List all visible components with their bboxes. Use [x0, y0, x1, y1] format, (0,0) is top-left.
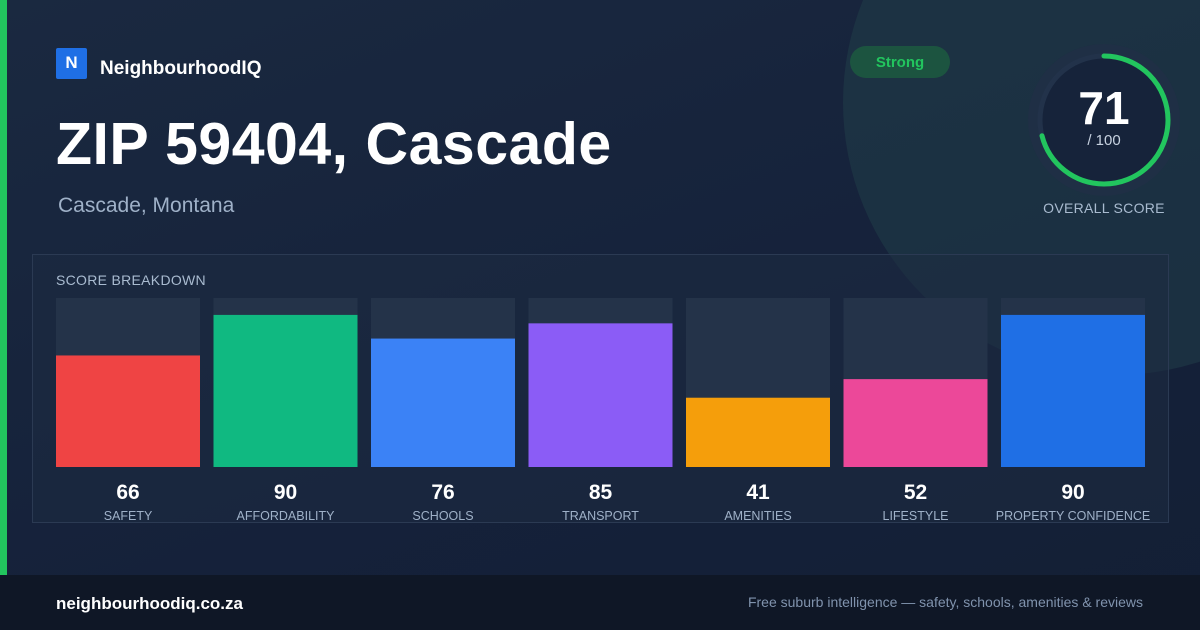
footer-domain-link[interactable]: neighbourhoodiq.co.za	[56, 594, 243, 613]
location-subtitle: Cascade, Montana	[58, 194, 235, 217]
overall-score-value: 71	[1078, 82, 1130, 134]
overall-score-label: OVERALL SCORE	[1043, 200, 1165, 216]
overall-score-denominator: / 100	[1087, 132, 1121, 149]
footer	[0, 575, 1200, 630]
brand: N NeighbourhoodIQ	[56, 46, 261, 80]
breakdown-title: SCORE BREAKDOWN	[56, 272, 206, 288]
page-title: ZIP 59404, Cascade	[56, 111, 612, 177]
score-breakdown-panel	[32, 254, 1169, 523]
brand-logo-icon: N	[56, 47, 87, 79]
rating-badge: Strong	[850, 46, 950, 78]
score-ring-progress	[1037, 53, 1171, 187]
brand-name: NeighbourhoodIQ	[100, 58, 262, 79]
footer-tagline: Free suburb intelligence — safety, schoo…	[747, 594, 1143, 610]
overall-score-ring	[1028, 44, 1180, 196]
accent-strip	[0, 0, 7, 575]
